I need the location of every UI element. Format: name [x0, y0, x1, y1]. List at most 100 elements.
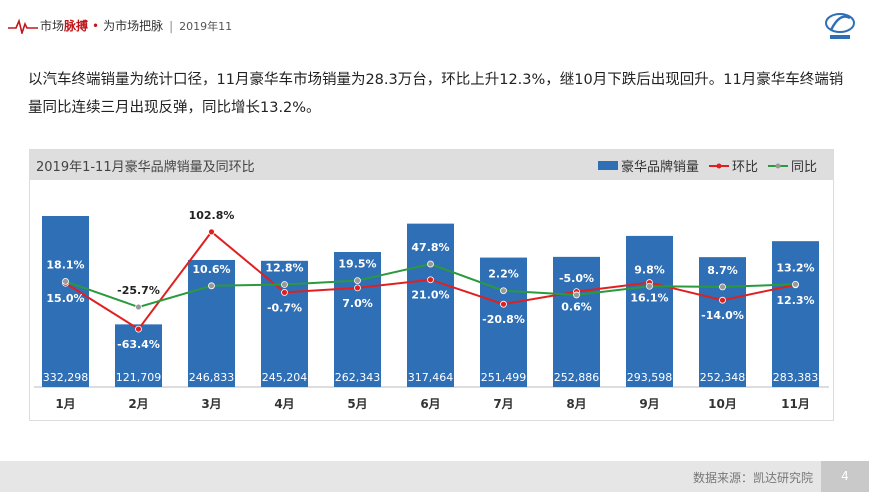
yoy-value-label: -5.0% — [559, 272, 594, 285]
yoy-point — [500, 287, 507, 295]
bar — [626, 235, 673, 387]
x-tick-label: 11月 — [781, 397, 810, 411]
mom-point — [281, 289, 288, 296]
mom-point — [208, 228, 215, 236]
bar-value-label: 251,499 — [481, 371, 527, 384]
legend-item-mom: 环比 — [708, 156, 758, 175]
bar — [334, 251, 381, 387]
bar — [115, 324, 162, 387]
yoy-point — [208, 282, 215, 290]
mom-value-label: -14.0% — [701, 309, 744, 322]
report-date: 2019年11 — [179, 20, 233, 33]
yoy-point — [792, 280, 799, 288]
yoy-value-label: 12.8% — [265, 262, 303, 275]
legend-item-sales: 豪华品牌销量 — [597, 156, 699, 175]
bar-value-label: 121,709 — [116, 371, 162, 384]
bar-value-label: 332,298 — [43, 371, 89, 384]
x-tick-label: 5月 — [347, 397, 367, 411]
chart-plot: 332,298 1月 121,709 2月 246,833 3月 245,204 4月 262,… — [34, 209, 829, 411]
yoy-value-label: 19.5% — [338, 258, 376, 271]
legend-label-yoy: 同比 — [790, 160, 817, 175]
bar — [42, 216, 89, 387]
yoy-point — [646, 282, 653, 290]
yoy-point — [573, 291, 580, 299]
bar-value-label: 245,204 — [262, 371, 308, 384]
chart-title: 2019年1-11月豪华品牌销量及同环比 — [36, 160, 255, 175]
yoy-point — [719, 283, 726, 291]
bar-value-label: 252,348 — [700, 371, 746, 384]
bar — [480, 257, 527, 387]
bar — [699, 257, 746, 387]
brand-dot: • — [92, 19, 100, 33]
brand-part2: 为市场把脉 — [103, 19, 164, 33]
intro-paragraph: 以汽车终端销量为统计口径，11月豪华车市场销量为28.3万台，环比上升12.3%… — [28, 72, 844, 116]
bar — [772, 241, 819, 387]
x-tick-label: 10月 — [708, 397, 737, 411]
yoy-point — [354, 277, 361, 284]
yoy-value-label: 10.6% — [192, 263, 230, 276]
legend-bar-swatch — [597, 161, 618, 170]
brand-separator: | — [169, 19, 174, 33]
bar-value-label: 293,598 — [627, 371, 673, 384]
yoy-point — [135, 303, 142, 311]
bar — [188, 259, 235, 387]
yoy-value-label: 18.1% — [46, 258, 84, 271]
yoy-value-label: 2.2% — [488, 268, 519, 281]
brand-highlight: 脉搏 — [64, 19, 89, 33]
mom-value-label: 15.0% — [46, 292, 84, 305]
x-tick-label: 7月 — [493, 397, 513, 411]
legend-label-mom: 环比 — [731, 160, 758, 175]
yoy-point — [62, 278, 69, 285]
chart-legend: 豪华品牌销量 环比 同比 — [597, 156, 817, 175]
yoy-value-label: 13.2% — [776, 261, 814, 274]
legend-line-swatch-yoy — [767, 163, 788, 168]
mom-point — [354, 284, 361, 292]
x-tick-label: 8月 — [566, 397, 586, 411]
mom-value-label: -20.8% — [482, 313, 525, 326]
bar-value-label: 262,343 — [335, 371, 381, 384]
yoy-value-label: 8.7% — [707, 264, 738, 277]
chart-panel: 2019年1-11月豪华品牌销量及同环比 豪华品牌销量 环比 同比 332,29… — [29, 149, 834, 421]
x-tick-label: 1月 — [55, 397, 75, 411]
mom-point — [719, 296, 726, 304]
x-tick-label: 6月 — [420, 397, 440, 411]
bar — [407, 223, 454, 387]
page-footer: 数据来源：凯达研究院 4 — [0, 461, 869, 492]
mom-value-label: 0.6% — [561, 301, 592, 314]
data-source: 数据来源：凯达研究院 — [692, 471, 813, 485]
chart-title-bar: 2019年1-11月豪华品牌销量及同环比 豪华品牌销量 环比 同比 — [30, 150, 833, 180]
x-tick-label: 3月 — [201, 397, 221, 411]
bar-value-label: 252,886 — [554, 371, 600, 384]
mom-value-label: 12.3% — [776, 294, 814, 307]
brand-part1: 市场 — [40, 19, 65, 33]
mom-value-label: 16.1% — [630, 292, 668, 305]
bar-value-label: 246,833 — [189, 371, 235, 384]
legend-item-yoy: 同比 — [767, 156, 817, 175]
company-logo-icon — [825, 13, 855, 39]
x-tick-label: 4月 — [274, 397, 294, 411]
yoy-point — [281, 281, 288, 288]
yoy-point — [427, 260, 434, 268]
mom-point — [500, 300, 507, 308]
legend-label-sales: 豪华品牌销量 — [620, 160, 699, 175]
pulse-icon — [8, 18, 38, 34]
page-number: 4 — [821, 461, 869, 492]
mom-value-label: 7.0% — [342, 297, 373, 310]
x-tick-label: 9月 — [639, 397, 659, 411]
bar-value-label: 283,383 — [773, 371, 819, 384]
yoy-value-label: -25.7% — [117, 284, 160, 297]
mom-value-label: -63.4% — [117, 338, 160, 351]
mom-value-label: 102.8% — [189, 209, 235, 222]
mom-value-label: 21.0% — [411, 289, 449, 302]
yoy-value-label: 9.8% — [634, 263, 665, 276]
mom-value-label: -0.7% — [267, 301, 302, 314]
x-tick-label: 2月 — [128, 397, 148, 411]
bar-value-label: 317,464 — [408, 371, 454, 384]
yoy-value-label: 47.8% — [411, 241, 449, 254]
bar — [553, 256, 600, 387]
mom-point — [135, 325, 142, 333]
legend-line-swatch-mom — [708, 163, 729, 168]
brand-slogan: 市场脉搏 • 为市场把脉 | 2019年11 — [40, 17, 232, 34]
mom-point — [427, 276, 434, 284]
page-header: 市场脉搏 • 为市场把脉 | 2019年11 — [0, 0, 869, 52]
